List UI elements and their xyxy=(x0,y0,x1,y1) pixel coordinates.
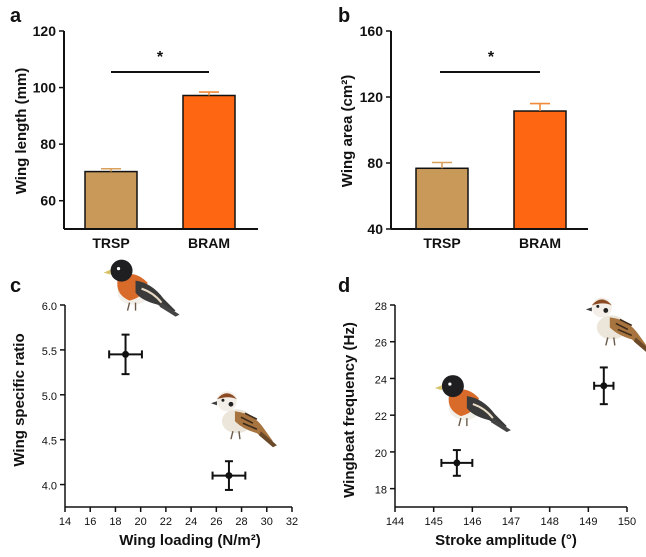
x-tick-label: 28 xyxy=(235,516,247,528)
y-tick-label: 6.0 xyxy=(42,301,57,313)
y-tick-label: 120 xyxy=(360,89,384,105)
data-point xyxy=(122,350,130,358)
x-tick-label: 149 xyxy=(579,516,597,528)
y-tick-label: 28 xyxy=(375,301,387,313)
x-category-label: BRAM xyxy=(519,235,561,251)
bar-trsp xyxy=(415,167,469,230)
y-tick-label: 4.0 xyxy=(42,481,57,493)
panel-letter-c: c xyxy=(10,275,21,297)
panel-b-marks: 40 80 120 160 TRSP BRAM xyxy=(360,23,567,251)
y-tick-label: 60 xyxy=(40,193,56,209)
panel-c-marks: 4.0 4.5 5.0 5.5 6.0 14 16 18 20 22 24 26 28 30 32 xyxy=(42,258,298,528)
panel-b-y-axis-label: Wing area (cm²) xyxy=(339,75,356,187)
x-category-label: TRSP xyxy=(423,235,460,251)
y-tick-label: 24 xyxy=(375,374,387,386)
panel-letter-d: d xyxy=(338,275,350,297)
y-tick-label: 5.0 xyxy=(42,391,57,403)
panel-d-y-axis-label: Wingbeat frequency (Hz) xyxy=(341,322,358,498)
brambling-bird-icon xyxy=(433,374,512,434)
panel-a: a Wing length (mm) * 60 80 100 120 TRSP BRAM xyxy=(10,5,258,251)
x-tick-label: 26 xyxy=(210,516,222,528)
x-tick-label: 30 xyxy=(261,516,273,528)
data-point xyxy=(600,382,608,390)
x-tick-label: 16 xyxy=(84,516,96,528)
x-tick-label: 24 xyxy=(185,516,197,528)
x-tick-label: 150 xyxy=(618,516,636,528)
panel-b: b Wing area (cm²) * 40 80 120 160 TRSP BRAM xyxy=(338,5,588,251)
panel-c: c Wing specific ratio Wing loading (N/m²… xyxy=(10,258,298,549)
panel-letter-b: b xyxy=(338,5,350,27)
y-tick-label: 80 xyxy=(367,155,383,171)
x-tick-label: 147 xyxy=(502,516,520,528)
tree-sparrow-bird-icon xyxy=(584,296,646,355)
y-tick-label: 160 xyxy=(360,23,384,39)
panel-a-y-axis-label: Wing length (mm) xyxy=(13,68,30,195)
y-tick-label: 18 xyxy=(375,485,387,497)
x-tick-label: 20 xyxy=(135,516,147,528)
panel-letter-a: a xyxy=(10,5,22,27)
brambling-bird-icon xyxy=(102,258,181,318)
bar-bram xyxy=(182,94,236,230)
data-point xyxy=(225,472,233,480)
panel-c-y-axis-label: Wing specific ratio xyxy=(11,333,28,466)
bar-bram xyxy=(513,110,567,230)
y-tick-label: 20 xyxy=(375,448,387,460)
panel-d-marks: 18 20 22 24 26 28 144 145 146 147 148 149 150 xyxy=(375,296,646,528)
x-tick-label: 14 xyxy=(59,516,71,528)
y-tick-label: 26 xyxy=(375,338,387,350)
y-tick-label: 80 xyxy=(40,136,56,152)
x-tick-label: 18 xyxy=(109,516,121,528)
x-tick-label: 22 xyxy=(160,516,172,528)
y-tick-label: 120 xyxy=(33,23,57,39)
y-tick-label: 22 xyxy=(375,411,387,423)
x-tick-label: 32 xyxy=(286,516,298,528)
panel-b-significance-star: * xyxy=(488,49,495,66)
y-tick-label: 4.5 xyxy=(42,436,57,448)
panel-d: d Wingbeat frequency (Hz) Stroke amplitu… xyxy=(338,275,646,549)
x-tick-label: 146 xyxy=(463,516,481,528)
x-category-label: BRAM xyxy=(188,235,230,251)
y-tick-label: 40 xyxy=(367,221,383,237)
tree-sparrow-bird-icon xyxy=(210,390,278,449)
x-tick-label: 145 xyxy=(424,516,442,528)
y-tick-label: 5.5 xyxy=(42,346,57,358)
x-tick-label: 144 xyxy=(386,516,404,528)
data-point xyxy=(453,459,461,467)
y-tick-label: 100 xyxy=(33,80,57,96)
bar-trsp xyxy=(84,170,138,230)
panel-a-significance-star: * xyxy=(157,49,164,66)
panel-c-x-axis-label: Wing loading (N/m²) xyxy=(119,532,261,549)
x-category-label: TRSP xyxy=(92,235,129,251)
panel-a-marks: 60 80 100 120 TRSP BRAM xyxy=(33,23,236,251)
panel-d-x-axis-label: Stroke amplitude (°) xyxy=(435,532,577,549)
x-tick-label: 148 xyxy=(540,516,558,528)
